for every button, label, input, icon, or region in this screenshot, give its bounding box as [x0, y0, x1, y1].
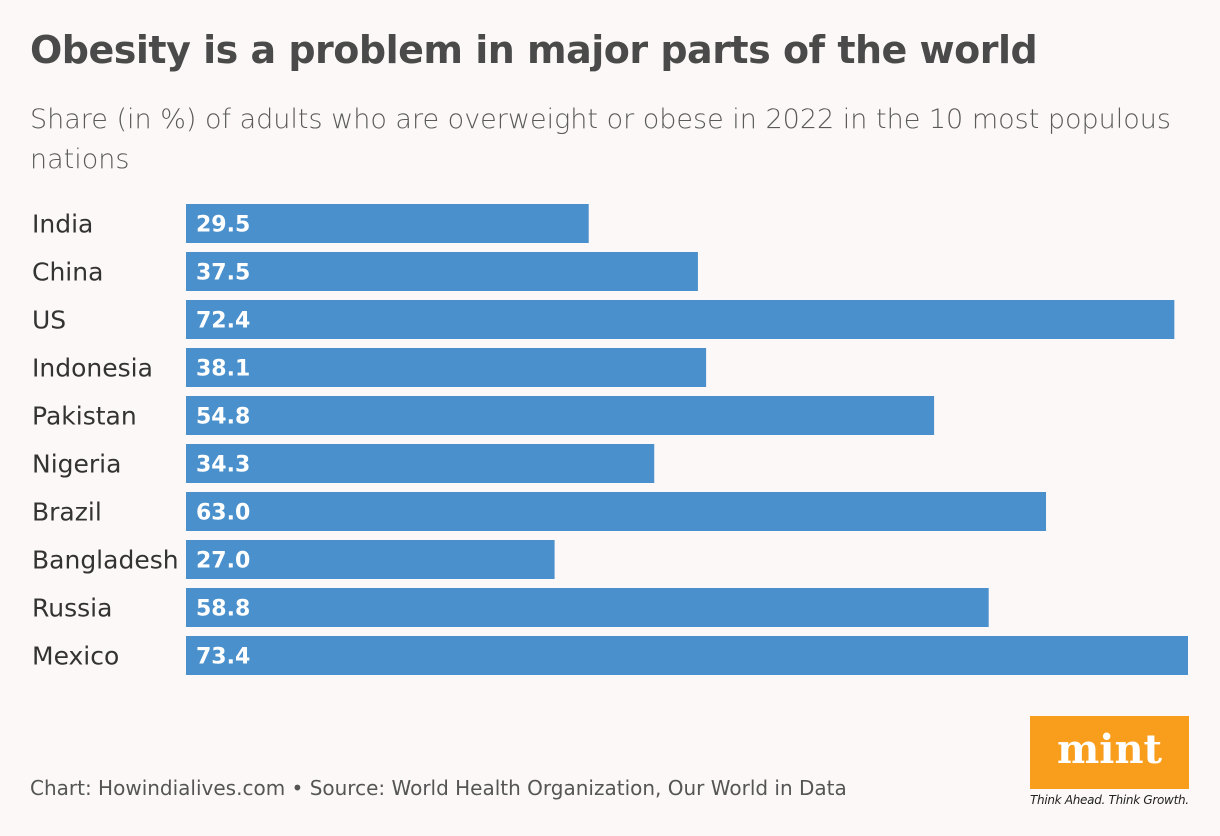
bar — [186, 300, 1175, 339]
bar — [186, 204, 589, 243]
data-label: 29.5 — [196, 213, 250, 238]
category-label: Pakistan — [32, 402, 137, 431]
data-label: 73.4 — [196, 645, 250, 670]
mint-logo: mint — [1030, 716, 1189, 789]
category-label: Russia — [32, 594, 112, 623]
bar — [186, 348, 707, 387]
category-label: China — [32, 258, 103, 287]
category-label: Mexico — [32, 642, 119, 671]
category-label: Nigeria — [32, 450, 121, 479]
data-label: 27.0 — [196, 549, 250, 574]
bar — [186, 636, 1188, 675]
chart-subtitle: Share (in %) of adults who are overweigh… — [30, 104, 1171, 175]
data-label: 38.1 — [196, 357, 250, 382]
category-label: US — [32, 306, 66, 335]
category-label: Indonesia — [32, 354, 153, 383]
category-label: Bangladesh — [32, 546, 179, 575]
bar — [186, 444, 655, 483]
data-label: 34.3 — [196, 453, 250, 478]
category-label: Brazil — [32, 498, 102, 527]
data-label: 72.4 — [196, 309, 250, 334]
data-label: 54.8 — [196, 405, 250, 430]
bar — [186, 396, 935, 435]
data-label: 63.0 — [196, 501, 250, 526]
bar — [186, 492, 1047, 531]
category-label: India — [32, 210, 93, 239]
source-note: Chart: Howindialives.com • Source: World… — [30, 776, 847, 800]
bar — [186, 252, 698, 291]
data-label: 37.5 — [196, 261, 250, 286]
bar-chart: India 29.5 China 37.5 US 72.4 Indonesia 38.1 Pak… — [32, 204, 1188, 675]
logo-tagline: Think Ahead. Think Growth. — [1030, 793, 1189, 807]
bar — [186, 588, 989, 627]
chart-title: Obesity is a problem in major parts of t… — [30, 28, 1038, 72]
bar — [186, 540, 555, 579]
data-label: 58.8 — [196, 597, 250, 622]
